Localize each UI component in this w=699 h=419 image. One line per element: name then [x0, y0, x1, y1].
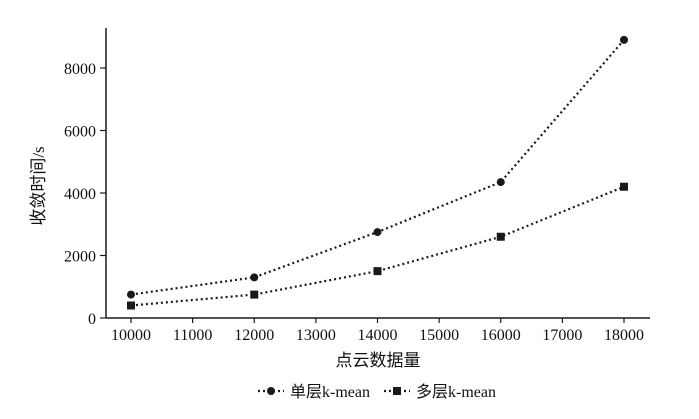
data-point-circle [496, 178, 505, 187]
legend: 单层k-mean 多层k-mean [258, 383, 496, 401]
y-tick-label: 6000 [64, 124, 96, 141]
legend-marker-circle [267, 387, 275, 395]
x-tick-label: 14000 [358, 327, 398, 344]
y-tick-label: 8000 [64, 61, 96, 78]
x-axis-label: 点云数据量 [336, 351, 421, 370]
data-point-circle [620, 35, 628, 44]
y-tick-label: 4000 [64, 186, 96, 203]
x-tick-label: 18000 [604, 327, 644, 344]
legend-label: 单层k-mean [290, 383, 370, 401]
series-line [130, 185, 625, 307]
series-line [130, 39, 625, 296]
y-tick-label: 0 [88, 311, 96, 328]
data-point-circle [250, 273, 259, 282]
x-tick-label: 17000 [542, 327, 582, 344]
y-axis-label: 收敛时间/s [29, 146, 48, 225]
series-1 [127, 35, 628, 299]
data-point-circle [373, 228, 382, 237]
legend-marker-square [393, 387, 401, 395]
data-point-square [250, 290, 259, 299]
x-tick-label: 13000 [296, 327, 336, 344]
data-point-circle [127, 290, 135, 299]
series-layer [127, 35, 628, 310]
x-tick-label: 16000 [481, 327, 521, 344]
y-tick-label: 2000 [64, 249, 96, 266]
x-tick-label: 15000 [419, 327, 459, 344]
legend-label: 多层k-mean [416, 383, 496, 401]
data-point-square [496, 232, 505, 241]
x-tick-label: 10000 [111, 327, 151, 344]
series-2 [127, 182, 628, 310]
axes: 0 2000 4000 6000 8000 10000 11000 12000 13000 140… [64, 28, 650, 344]
data-point-square [127, 301, 135, 310]
data-point-square [620, 182, 628, 191]
x-tick-label: 12000 [234, 327, 274, 344]
x-tick-label: 11000 [173, 327, 212, 344]
data-point-square [373, 267, 382, 276]
